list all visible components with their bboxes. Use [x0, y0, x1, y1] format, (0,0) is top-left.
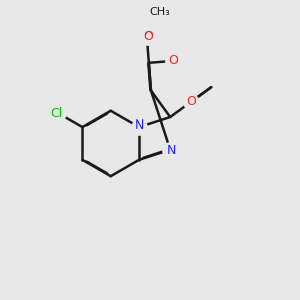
Text: O: O: [143, 30, 153, 43]
Text: Cl: Cl: [51, 107, 63, 120]
Text: N: N: [167, 144, 176, 157]
Text: O: O: [186, 95, 196, 108]
Text: CH₃: CH₃: [150, 7, 171, 17]
Text: N: N: [134, 119, 144, 132]
Text: Cl: Cl: [50, 107, 62, 120]
Text: O: O: [168, 54, 178, 68]
Text: N: N: [134, 118, 144, 131]
Text: O: O: [143, 30, 153, 43]
Text: O: O: [168, 54, 178, 68]
Text: N: N: [167, 145, 176, 158]
Text: O: O: [186, 95, 196, 108]
